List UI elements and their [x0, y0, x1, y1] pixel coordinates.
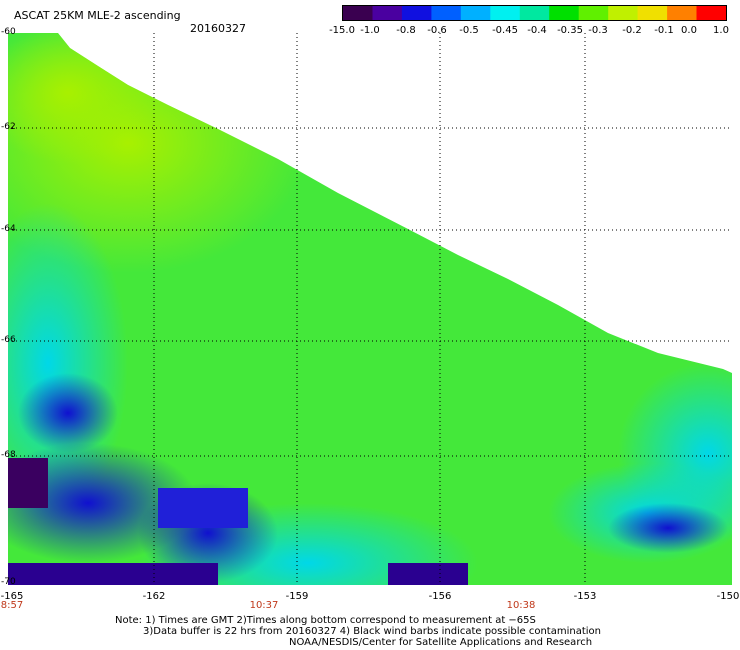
- time-label: 10:38: [506, 600, 536, 611]
- color-scale-bar: [342, 5, 727, 21]
- color-tick-label: -0.8: [396, 25, 416, 36]
- footnote: Note: 1) Times are GMT 2)Times along bot…: [115, 615, 601, 648]
- color-tick-label: -0.1: [654, 25, 674, 36]
- color-scale-segment: [401, 6, 432, 20]
- color-tick-label: -0.2: [622, 25, 642, 36]
- color-scale-segment: [608, 6, 639, 20]
- color-scale-segment: [490, 6, 521, 20]
- lat-lon-grid: [8, 33, 732, 585]
- lon-label: -153: [573, 591, 597, 602]
- color-scale-segment: [578, 6, 609, 20]
- time-label: 8:57: [0, 600, 24, 611]
- lat-label: -70: [1, 577, 16, 587]
- swath-image: [8, 33, 732, 585]
- lon-label: -150: [716, 591, 740, 602]
- color-tick-label: -0.35: [557, 25, 583, 36]
- lat-label: -66: [1, 335, 16, 345]
- lat-label: -64: [1, 224, 16, 234]
- lon-label: -165: [0, 591, 24, 602]
- lon-label: -162: [142, 591, 166, 602]
- color-tick-label: -0.5: [459, 25, 479, 36]
- scatterometer-map: [8, 33, 732, 585]
- footnote-line: NOAA/NESDIS/Center for Satellite Applica…: [289, 637, 593, 648]
- lat-label: -60: [1, 27, 16, 37]
- map-title: ASCAT 25KM MLE-2 ascending: [14, 9, 181, 22]
- color-scale-segment: [343, 6, 374, 20]
- map-date: 20160327: [190, 22, 246, 35]
- color-scale-segment: [372, 6, 403, 20]
- swath-coverage: [8, 33, 732, 585]
- color-scale-segment: [460, 6, 491, 20]
- color-tick-label: -1.0: [360, 25, 380, 36]
- color-tick-label: -0.45: [492, 25, 518, 36]
- color-tick-label: -15.0: [329, 25, 355, 36]
- lon-label: -156: [428, 591, 452, 602]
- lon-label: -159: [285, 591, 309, 602]
- lat-label: -68: [1, 450, 16, 460]
- color-tick-label: 0.0: [681, 25, 697, 36]
- color-tick-label: -0.3: [588, 25, 608, 36]
- footnote-line: 3)Data buffer is 22 hrs from 20160327 4)…: [143, 626, 601, 637]
- color-tick-label: -0.6: [427, 25, 447, 36]
- footnote-line: Note: 1) Times are GMT 2)Times along bot…: [115, 615, 536, 626]
- color-scale-labels: -15.0 -1.0 -0.8 -0.6 -0.5 -0.45 -0.4 -0.…: [329, 25, 740, 39]
- color-scale-segment: [519, 6, 550, 20]
- color-scale-segment: [549, 6, 580, 20]
- color-scale-gradient: [343, 6, 726, 20]
- lat-label: -62: [1, 122, 16, 132]
- color-scale-segment: [696, 6, 726, 20]
- time-label: 10:37: [249, 600, 279, 611]
- color-scale-segment: [431, 6, 462, 20]
- color-scale-segment: [667, 6, 698, 20]
- color-tick-label: -0.4: [527, 25, 547, 36]
- color-tick-label: 1.0: [713, 25, 729, 36]
- color-scale-segment: [637, 6, 668, 20]
